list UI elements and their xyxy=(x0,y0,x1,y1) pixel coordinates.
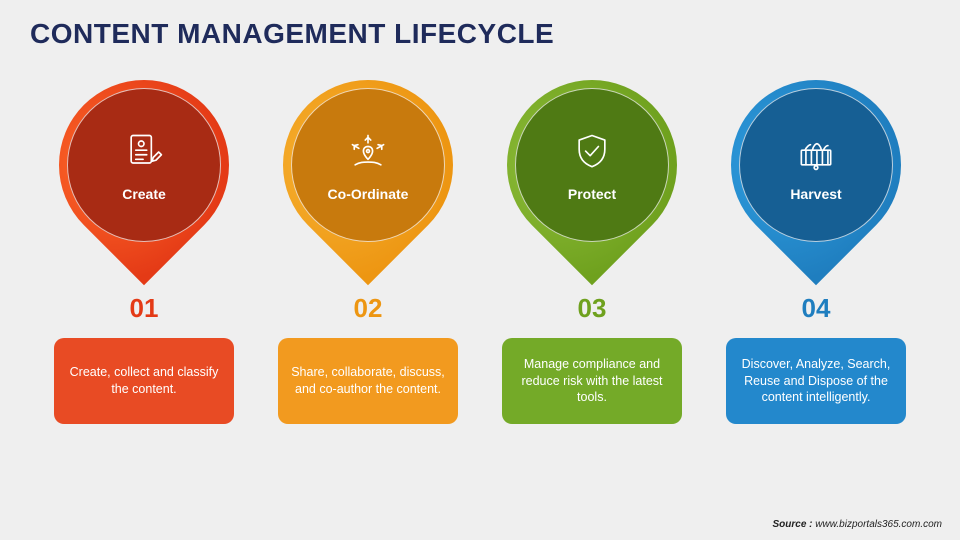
drop-wrap: Harvest 04 xyxy=(721,80,911,320)
page-title: CONTENT MANAGEMENT LIFECYCLE xyxy=(30,18,554,50)
stage-label: Create xyxy=(122,186,166,202)
source-attribution: Source : www.bizportals365.com.com xyxy=(772,519,942,530)
circle: Co-Ordinate xyxy=(291,88,445,242)
source-text: www.bizportals365.com.com xyxy=(815,519,942,530)
stage-protect: Protect 03 Manage compliance and reduce … xyxy=(497,80,687,424)
stage-harvest: Harvest 04 Discover, Analyze, Search, Re… xyxy=(721,80,911,424)
source-label: Source : xyxy=(772,519,812,530)
stage-label: Co-Ordinate xyxy=(328,186,409,202)
stage-label: Harvest xyxy=(790,186,841,202)
stage-number: 01 xyxy=(130,293,159,324)
stage-description: Discover, Analyze, Search, Reuse and Dis… xyxy=(726,338,906,424)
stage-description: Create, collect and classify the content… xyxy=(54,338,234,424)
stage-description: Manage compliance and reduce risk with t… xyxy=(502,338,682,424)
stage-coordinate: Co-Ordinate 02 Share, collaborate, discu… xyxy=(273,80,463,424)
drop-wrap: Co-Ordinate 02 xyxy=(273,80,463,320)
stage-create: Create 01 Create, collect and classify t… xyxy=(49,80,239,424)
document-write-icon xyxy=(120,128,168,176)
stage-number: 03 xyxy=(578,293,607,324)
stages-row: Create 01 Create, collect and classify t… xyxy=(0,80,960,424)
circle: Protect xyxy=(515,88,669,242)
circle: Harvest xyxy=(739,88,893,242)
stage-number: 04 xyxy=(802,293,831,324)
crate-produce-icon xyxy=(792,128,840,176)
drop-wrap: Create 01 xyxy=(49,80,239,320)
circle: Create xyxy=(67,88,221,242)
shield-check-icon xyxy=(568,128,616,176)
stage-description: Share, collaborate, discuss, and co-auth… xyxy=(278,338,458,424)
stage-number: 02 xyxy=(354,293,383,324)
drop-wrap: Protect 03 xyxy=(497,80,687,320)
stage-label: Protect xyxy=(568,186,616,202)
directions-icon xyxy=(344,128,392,176)
